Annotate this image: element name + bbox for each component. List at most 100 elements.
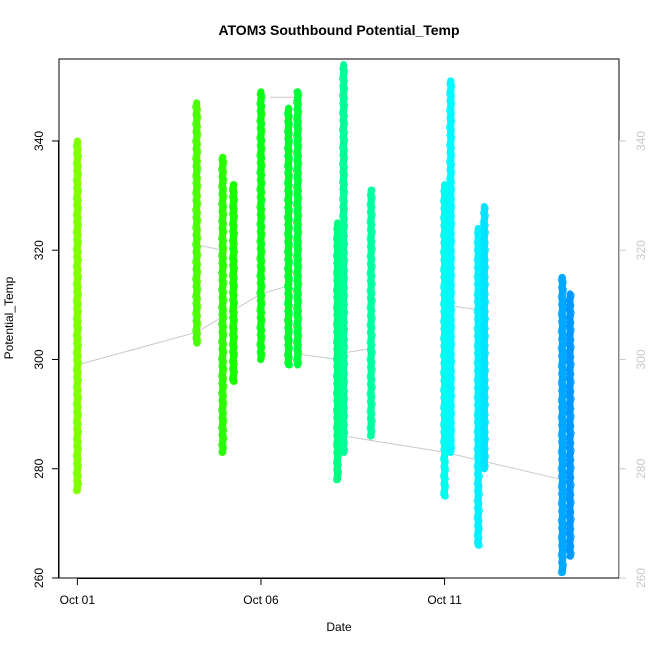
- data-point: [285, 285, 293, 293]
- data-point: [447, 315, 455, 324]
- data-point: [74, 368, 82, 377]
- data-point: [368, 211, 376, 219]
- data-point: [194, 182, 202, 190]
- data-point: [194, 216, 202, 224]
- data-point: [368, 193, 376, 202]
- data-series: [228, 181, 239, 385]
- data-point: [447, 92, 455, 100]
- data-point: [194, 147, 202, 155]
- data-point: [219, 340, 227, 348]
- data-point: [74, 420, 82, 428]
- data-point: [193, 140, 201, 148]
- data-point: [340, 404, 348, 412]
- data-point: [481, 452, 489, 460]
- data-point: [193, 105, 201, 114]
- y-tick-label: 300: [32, 349, 46, 369]
- data-point: [567, 456, 575, 464]
- data-point: [368, 324, 376, 332]
- data-point: [567, 508, 575, 516]
- data-point: [448, 357, 456, 365]
- data-point: [74, 282, 82, 291]
- data-point: [219, 409, 227, 417]
- data-point: [481, 324, 489, 333]
- data-point: [294, 204, 302, 212]
- data-point: [230, 222, 238, 230]
- data-point: [74, 152, 83, 160]
- data-point: [74, 386, 82, 394]
- data-point: [368, 255, 376, 263]
- data-point: [193, 295, 201, 303]
- data-point: [258, 309, 266, 317]
- right-tick-label: 340: [634, 131, 648, 151]
- data-point: [481, 445, 489, 453]
- data-point: [340, 180, 348, 188]
- data-point: [340, 256, 349, 265]
- data-point: [193, 329, 201, 337]
- data-point: [258, 144, 266, 152]
- data-point: [285, 240, 294, 249]
- x-tick-label: Oct 01: [60, 593, 96, 607]
- data-point: [448, 134, 456, 142]
- data-point: [295, 194, 303, 202]
- data-point: [285, 216, 293, 224]
- data-point: [285, 319, 293, 327]
- data-point: [558, 273, 566, 282]
- data-point: [74, 307, 83, 315]
- data-point: [294, 186, 302, 194]
- data-point: [74, 290, 83, 298]
- data-point: [74, 454, 82, 463]
- data-point: [567, 498, 575, 506]
- data-point: [481, 462, 489, 470]
- data-point: [481, 359, 489, 367]
- data-point: [220, 227, 228, 235]
- data-point: [258, 102, 266, 110]
- y-tick-label: 260: [32, 568, 46, 588]
- data-point: [74, 221, 83, 229]
- data-point: [219, 357, 227, 365]
- data-point: [475, 489, 483, 498]
- data-point: [481, 428, 489, 436]
- data-point: [448, 323, 456, 331]
- right-tick-label: 300: [634, 349, 648, 369]
- data-point: [368, 314, 376, 322]
- data-point: [74, 145, 82, 153]
- data-point: [295, 211, 303, 219]
- data-point: [219, 271, 227, 279]
- data-point: [368, 289, 376, 297]
- data-series: [192, 99, 202, 347]
- data-point: [567, 370, 575, 378]
- data-point: [340, 429, 349, 437]
- data-point: [285, 258, 294, 266]
- data-point: [285, 113, 293, 121]
- data-point: [340, 291, 349, 299]
- data-point: [220, 416, 228, 424]
- data-point: [567, 463, 575, 472]
- data-point: [285, 137, 294, 145]
- data-point: [481, 435, 489, 443]
- data-point: [258, 350, 266, 359]
- data-point: [295, 331, 303, 339]
- data-point: [567, 491, 575, 499]
- data-point: [194, 113, 202, 121]
- data-point: [230, 333, 239, 341]
- data-point: [194, 268, 202, 276]
- data-point: [368, 238, 376, 246]
- data-point: [74, 351, 82, 359]
- data-point: [340, 170, 349, 179]
- data-point: [448, 306, 456, 314]
- data-point: [448, 220, 456, 228]
- data-point: [74, 445, 83, 453]
- data-point: [294, 152, 302, 160]
- data-point: [258, 291, 266, 300]
- data-point: [74, 204, 83, 212]
- data-point: [230, 291, 238, 299]
- data-point: [193, 209, 201, 217]
- data-point: [368, 279, 376, 288]
- data-point: [368, 341, 376, 349]
- data-point: [340, 102, 349, 110]
- data-point: [447, 367, 455, 375]
- data-point: [285, 172, 294, 180]
- data-point: [220, 399, 228, 407]
- data-point: [220, 313, 228, 321]
- data-point: [295, 280, 303, 288]
